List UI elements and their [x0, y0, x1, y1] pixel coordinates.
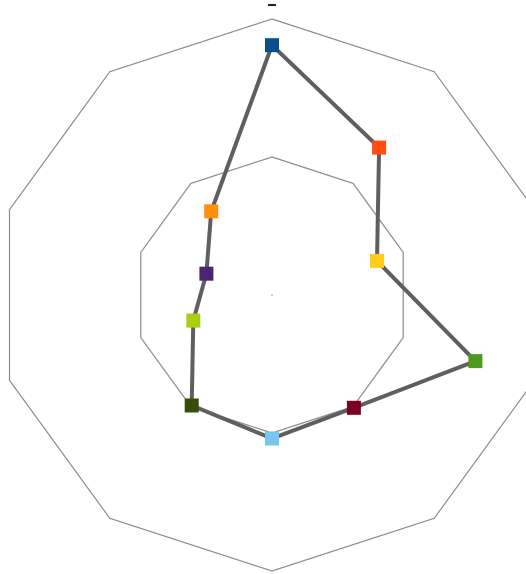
radar-grid	[8, 18, 526, 572]
center-point	[271, 294, 273, 296]
series-line-1	[189, 43, 478, 441]
grid-ring-2	[8, 18, 526, 572]
radar-series	[189, 43, 478, 441]
data-point-4	[468, 354, 483, 369]
data-point-3	[370, 253, 384, 268]
data-point-6	[265, 431, 279, 446]
data-point-8	[186, 313, 201, 328]
data-point-5	[346, 400, 361, 415]
radar-labels	[268, 4, 276, 296]
axis-tick-mark	[268, 4, 276, 6]
data-point-2	[372, 140, 387, 155]
data-point-7	[184, 398, 199, 413]
radar-markers	[184, 38, 483, 446]
data-point-10	[204, 204, 219, 219]
data-point-9	[199, 266, 214, 281]
data-point-1	[265, 38, 279, 53]
